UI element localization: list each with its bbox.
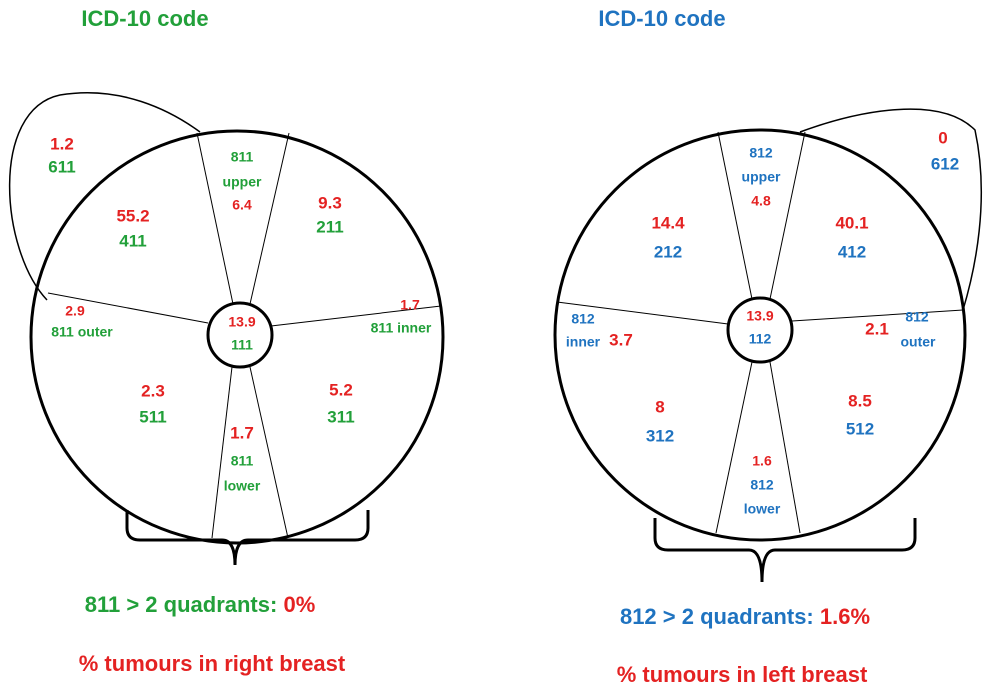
value: 14.4 (651, 213, 685, 232)
label: upper (223, 174, 262, 190)
title: ICD-10 code (598, 6, 725, 31)
summary: 812 > 2 quadrants: 1.6% (620, 604, 870, 629)
caption: % tumours in right breast (79, 651, 346, 676)
value: 13.9 (746, 308, 773, 324)
value: 3.7 (609, 330, 633, 349)
code: 411 (119, 231, 146, 250)
label: lower (224, 478, 261, 494)
code: 811 (231, 453, 254, 469)
value: 6.4 (232, 197, 252, 213)
summary-value: 0% (283, 592, 315, 617)
code: 811 (231, 149, 254, 165)
value: 2.9 (65, 303, 85, 319)
code: 812 (571, 311, 595, 327)
value: 0 (938, 128, 947, 147)
value: 2.3 (141, 381, 165, 400)
inner-circle (206, 301, 274, 369)
brace (653, 518, 917, 583)
code: 311 (327, 407, 354, 426)
summary-label: 812 > 2 quadrants: (620, 604, 814, 629)
code: 511 (139, 407, 166, 426)
value: 8.5 (848, 391, 872, 410)
value: 1.7 (230, 423, 254, 442)
code: 812 (749, 145, 773, 161)
tail-loop (799, 108, 983, 311)
summary-label: 811 > 2 quadrants: (85, 592, 278, 617)
summary-value: 1.6% (820, 604, 870, 629)
title: ICD-10 code (81, 6, 208, 31)
code: 312 (646, 426, 674, 445)
label: lower (744, 501, 781, 517)
label: 811 inner (371, 320, 432, 336)
left-breast-shapes (553, 108, 983, 583)
code: 611 (48, 157, 75, 176)
caption: % tumours in left breast (617, 662, 868, 687)
inner-circle (726, 296, 794, 364)
value: 55.2 (116, 206, 149, 225)
value: 1.7 (400, 297, 420, 313)
dividers (556, 131, 964, 534)
value: 1.2 (50, 134, 74, 153)
summary: 811 > 2 quadrants: 0% (85, 592, 316, 617)
label: inner (566, 334, 601, 350)
value: 40.1 (835, 213, 868, 232)
value: 2.1 (865, 319, 889, 338)
code: 212 (654, 242, 682, 261)
outer-circle (29, 129, 445, 545)
code: 412 (838, 242, 866, 261)
code: 812 (905, 309, 929, 325)
value: 4.8 (751, 193, 771, 209)
label: upper (742, 169, 781, 185)
right-breast-shapes (8, 91, 445, 566)
value: 9.3 (318, 193, 342, 212)
tail-loop (8, 91, 201, 301)
brace (125, 510, 370, 566)
outer-circle (553, 128, 967, 542)
dividers (47, 132, 442, 539)
code: 211 (316, 217, 343, 236)
value: 13.9 (228, 314, 255, 330)
code: 812 (750, 477, 774, 493)
value: 5.2 (329, 380, 353, 399)
code: 111 (231, 337, 253, 353)
value: 1.6 (752, 453, 772, 469)
label: 811 outer (51, 324, 113, 340)
label: outer (901, 334, 937, 350)
value: 8 (655, 397, 664, 416)
code: 612 (931, 154, 959, 173)
code: 512 (846, 419, 874, 438)
code: 112 (749, 331, 772, 347)
